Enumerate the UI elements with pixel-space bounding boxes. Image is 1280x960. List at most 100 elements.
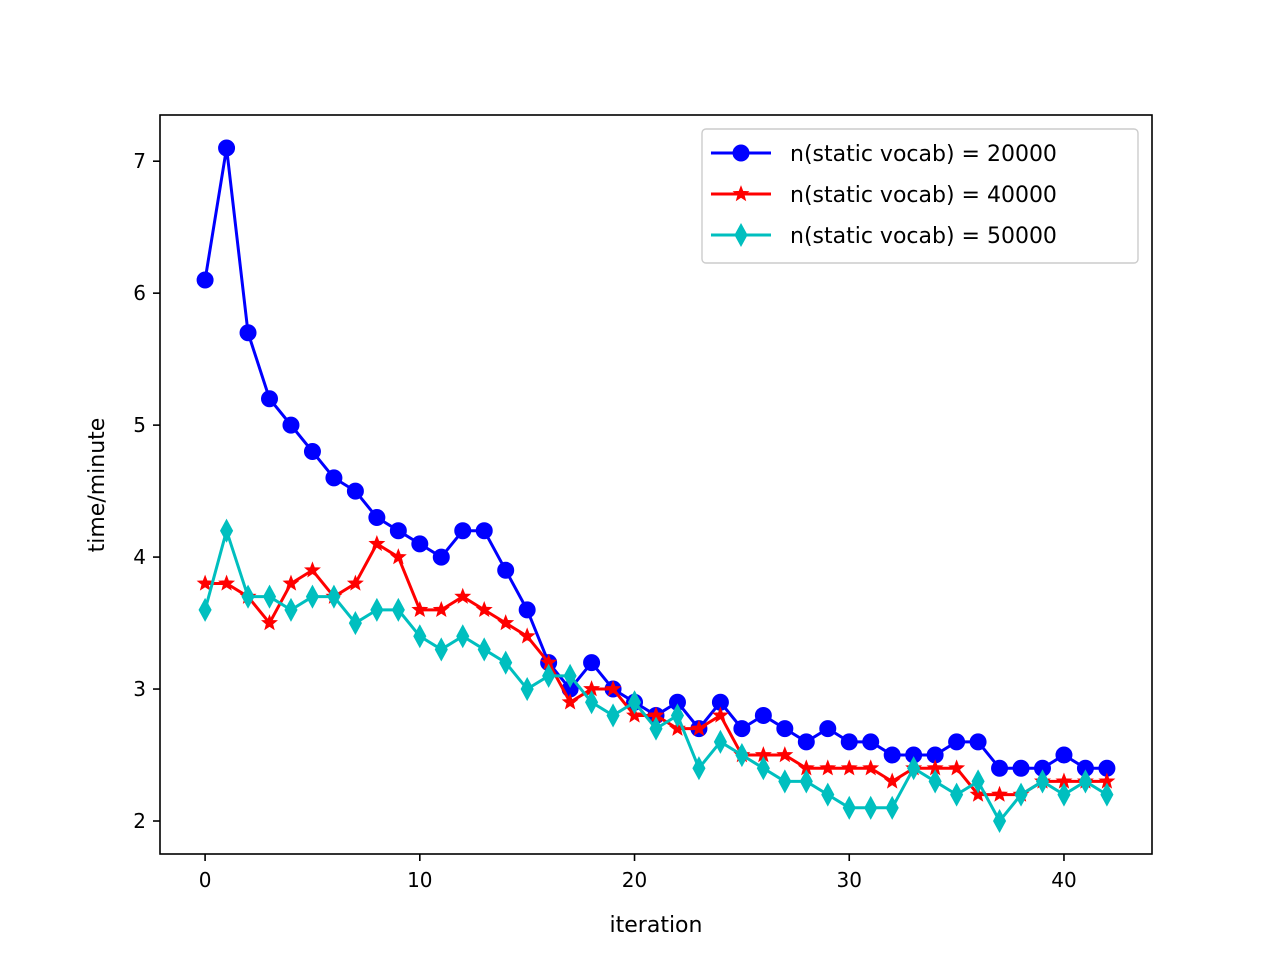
series-3-point bbox=[434, 637, 448, 662]
x-axis: 0 10 20 30 40 bbox=[199, 854, 1077, 892]
x-tick-label: 0 bbox=[199, 868, 212, 892]
series-3-point bbox=[821, 782, 835, 807]
legend-box bbox=[701, 128, 1139, 264]
series-2-point bbox=[432, 600, 450, 618]
series-3-point bbox=[391, 597, 405, 622]
series-2-point bbox=[475, 600, 493, 618]
series-1-point bbox=[389, 522, 407, 540]
legend-marker bbox=[732, 144, 750, 162]
series-3-point bbox=[327, 584, 341, 609]
series-1-point bbox=[819, 720, 837, 738]
series-1-point bbox=[325, 469, 343, 487]
series-3-point bbox=[1014, 782, 1028, 807]
series-1-point bbox=[1012, 759, 1030, 777]
series-2-point bbox=[389, 548, 407, 565]
series-3-point bbox=[928, 769, 942, 794]
y-tick-label: 6 bbox=[133, 281, 146, 305]
series-1-point bbox=[797, 733, 815, 751]
series-3-point bbox=[692, 756, 706, 781]
legend-label: n(static vocab) = 50000 bbox=[790, 224, 1057, 249]
series-1-point bbox=[411, 535, 429, 553]
series-3-point bbox=[864, 795, 878, 820]
series-3-point bbox=[713, 729, 727, 754]
series-3-point bbox=[585, 690, 599, 715]
series-2-point bbox=[282, 574, 300, 591]
x-tick-label: 10 bbox=[407, 868, 432, 892]
series-3-point bbox=[520, 677, 534, 702]
series-1-point bbox=[733, 720, 751, 738]
series-3-point bbox=[348, 611, 362, 636]
series-3-point bbox=[627, 690, 642, 715]
series-2-point bbox=[840, 759, 858, 776]
series-1-point bbox=[883, 746, 901, 764]
series-2-point bbox=[518, 627, 536, 644]
series-1-point bbox=[583, 654, 601, 672]
y-tick-label: 4 bbox=[133, 545, 146, 569]
series-3 bbox=[198, 518, 1114, 834]
series-1-point bbox=[282, 416, 300, 434]
series-3-point bbox=[885, 795, 899, 820]
series-3-point bbox=[670, 703, 685, 728]
series-2-point bbox=[196, 574, 214, 591]
series-3-point bbox=[413, 624, 427, 649]
series-3-point bbox=[756, 756, 770, 781]
series-2-point bbox=[991, 785, 1009, 802]
series-1-point bbox=[969, 733, 987, 751]
series-3-point bbox=[992, 808, 1007, 834]
plot-frame bbox=[159, 114, 1153, 855]
series-3-point bbox=[907, 756, 921, 781]
series-1-point bbox=[239, 324, 257, 342]
x-tick-label: 20 bbox=[622, 868, 647, 892]
series-1-point bbox=[432, 548, 450, 566]
series-2-point bbox=[948, 759, 966, 776]
series-3-point bbox=[542, 663, 556, 688]
series-1-point bbox=[991, 759, 1009, 777]
y-axis: 2 3 4 5 6 7 bbox=[133, 149, 160, 833]
series-3-point bbox=[477, 637, 491, 662]
series-1-point bbox=[346, 482, 364, 500]
series-3-point bbox=[370, 597, 384, 622]
series-2-point bbox=[497, 614, 515, 631]
legend-item-3: n(static vocab) = 50000 bbox=[711, 222, 1057, 249]
series-2-point bbox=[690, 719, 708, 736]
series-3-point bbox=[778, 769, 792, 794]
series-1-point bbox=[518, 601, 536, 619]
series-3-point bbox=[241, 584, 255, 609]
x-axis-label: iteration bbox=[610, 913, 703, 938]
series-2-point bbox=[303, 561, 321, 578]
series-3-point bbox=[735, 742, 749, 768]
series-2-point bbox=[411, 600, 429, 618]
legend-item-1: n(static vocab) = 20000 bbox=[711, 142, 1057, 167]
series-3-point bbox=[456, 624, 470, 649]
series-3-point bbox=[284, 597, 298, 622]
series-2-point bbox=[883, 772, 901, 789]
legend-marker bbox=[732, 185, 750, 202]
series-layer bbox=[196, 139, 1116, 834]
series-3-point bbox=[1100, 782, 1114, 807]
series-3-point bbox=[563, 663, 577, 688]
legend: n(static vocab) = 20000 n(static vocab) =… bbox=[701, 128, 1139, 264]
series-2-point bbox=[261, 614, 278, 631]
y-tick-label: 2 bbox=[133, 809, 146, 833]
y-axis-label: time/minute bbox=[85, 418, 110, 553]
series-3-point bbox=[950, 782, 964, 807]
series-3-point bbox=[971, 769, 985, 794]
series-2-point bbox=[819, 759, 837, 776]
series-1-point bbox=[840, 733, 858, 751]
legend-label: n(static vocab) = 40000 bbox=[790, 183, 1057, 208]
series-2-point bbox=[346, 574, 364, 591]
series-1-point bbox=[196, 271, 214, 289]
y-tick-label: 7 bbox=[133, 149, 146, 173]
series-3-point bbox=[1057, 782, 1071, 807]
series-1-point bbox=[218, 139, 236, 157]
series-2-point bbox=[454, 587, 472, 604]
series-3-point bbox=[262, 584, 277, 609]
series-1-point bbox=[754, 706, 772, 724]
series-3-point bbox=[499, 650, 513, 675]
series-2-point bbox=[368, 534, 386, 552]
series-2-point bbox=[862, 759, 880, 776]
series-3-point bbox=[799, 769, 813, 794]
series-1-point bbox=[303, 443, 321, 461]
series-2-point bbox=[626, 706, 643, 723]
